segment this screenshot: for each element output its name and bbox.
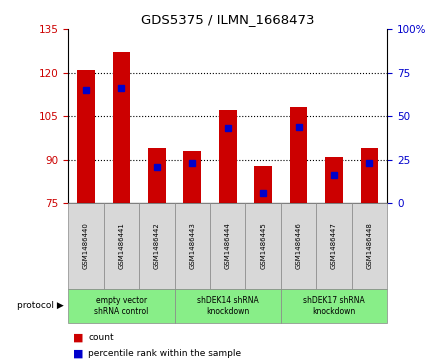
Bar xyxy=(113,52,130,203)
Text: empty vector
shRNA control: empty vector shRNA control xyxy=(94,296,149,315)
Text: protocol ▶: protocol ▶ xyxy=(17,301,64,310)
Text: GSM1486448: GSM1486448 xyxy=(367,223,373,269)
Bar xyxy=(148,148,166,203)
Bar xyxy=(183,151,201,203)
Text: count: count xyxy=(88,333,114,342)
Bar xyxy=(361,148,378,203)
Text: shDEK14 shRNA
knockdown: shDEK14 shRNA knockdown xyxy=(197,296,259,315)
Bar xyxy=(254,166,272,203)
Text: GSM1486446: GSM1486446 xyxy=(296,223,301,269)
Text: GSM1486443: GSM1486443 xyxy=(189,223,195,269)
Text: GSM1486444: GSM1486444 xyxy=(225,223,231,269)
Text: ■: ■ xyxy=(73,349,83,359)
Text: GSM1486442: GSM1486442 xyxy=(154,223,160,269)
Bar xyxy=(325,157,343,203)
Title: GDS5375 / ILMN_1668473: GDS5375 / ILMN_1668473 xyxy=(141,13,315,26)
Text: GSM1486447: GSM1486447 xyxy=(331,223,337,269)
Bar xyxy=(219,110,237,203)
Text: GSM1486441: GSM1486441 xyxy=(118,223,125,269)
Bar xyxy=(77,70,95,203)
Text: shDEK17 shRNA
knockdown: shDEK17 shRNA knockdown xyxy=(303,296,365,315)
Text: GSM1486445: GSM1486445 xyxy=(260,223,266,269)
Text: percentile rank within the sample: percentile rank within the sample xyxy=(88,350,241,358)
Text: ■: ■ xyxy=(73,333,83,343)
Bar xyxy=(290,107,308,203)
Text: GSM1486440: GSM1486440 xyxy=(83,223,89,269)
